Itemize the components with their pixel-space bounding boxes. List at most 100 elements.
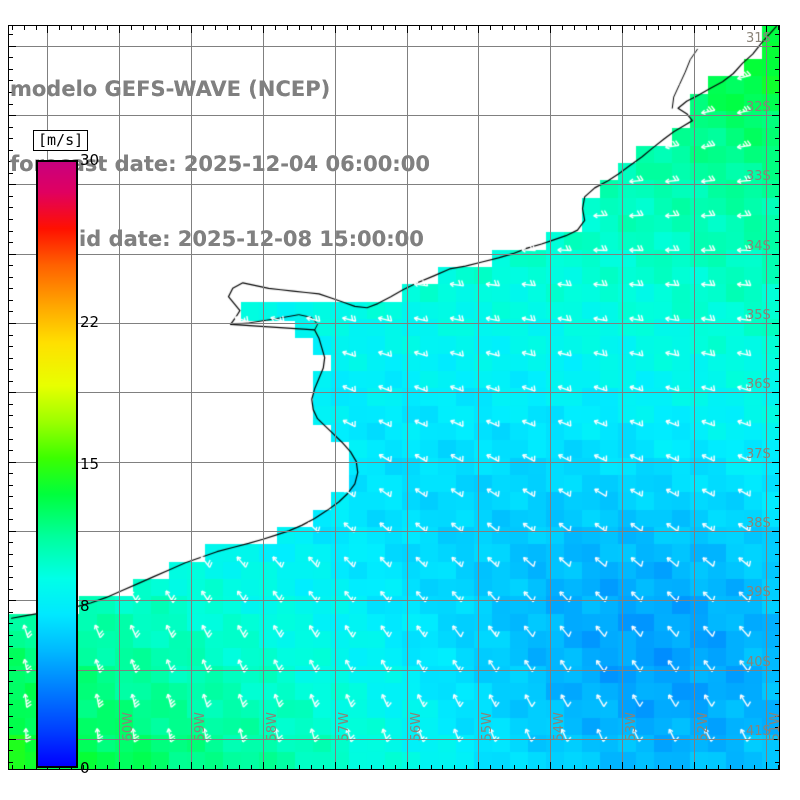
tick-top xyxy=(574,25,576,30)
tick-right xyxy=(775,450,780,452)
tick-left xyxy=(8,600,16,602)
tick-bottom xyxy=(765,762,767,770)
tick-bottom xyxy=(717,765,719,770)
tick-bottom xyxy=(11,765,13,770)
tick-top xyxy=(11,25,13,30)
tick-bottom xyxy=(645,765,647,770)
tick-top xyxy=(442,25,444,30)
tick-left xyxy=(8,392,16,394)
tick-bottom xyxy=(250,765,252,770)
tick-top xyxy=(227,25,229,30)
tick-left xyxy=(8,450,13,452)
tick-left xyxy=(8,299,13,301)
tick-bottom xyxy=(286,765,288,770)
tick-right xyxy=(775,80,780,82)
tick-bottom xyxy=(729,765,731,770)
lat-tick-label: 38S xyxy=(746,515,771,531)
tick-left xyxy=(8,103,13,105)
tick-left xyxy=(8,669,16,671)
tick-left xyxy=(8,115,16,117)
tick-right xyxy=(775,507,780,509)
tick-right xyxy=(775,554,780,555)
tick-right xyxy=(772,669,780,671)
colorbar[interactable]: [m/s] 30 22 15 8 0 xyxy=(33,130,99,777)
tick-top xyxy=(550,25,552,33)
lat-tick-label: 37S xyxy=(746,446,771,462)
tick-left xyxy=(8,577,13,579)
tick-bottom xyxy=(586,765,588,770)
tick-bottom xyxy=(430,765,432,770)
tick-top xyxy=(274,25,276,30)
tick-bottom xyxy=(538,765,540,770)
lon-tick-label: 52W xyxy=(695,712,711,742)
tick-bottom xyxy=(526,765,528,770)
tick-right xyxy=(772,738,780,740)
tick-left xyxy=(8,230,13,232)
tick-left xyxy=(8,588,13,590)
tick-right xyxy=(775,438,780,440)
tick-top xyxy=(466,25,468,30)
tick-left xyxy=(8,161,13,163)
tick-bottom xyxy=(119,762,121,770)
tick-right xyxy=(775,230,780,232)
tick-bottom xyxy=(550,762,552,770)
tick-bottom xyxy=(167,765,169,770)
lat-tick-label: 40S xyxy=(746,654,771,670)
lon-tick-label: 58W xyxy=(264,712,280,742)
tick-top xyxy=(538,25,540,30)
tick-left xyxy=(8,34,13,36)
tick-right xyxy=(772,323,780,324)
tick-left xyxy=(8,207,13,209)
tick-right xyxy=(775,242,780,244)
tick-right xyxy=(775,299,780,301)
colorbar-gradient xyxy=(36,160,78,768)
tick-bottom xyxy=(179,765,181,770)
tick-top xyxy=(598,25,600,30)
tick-right xyxy=(775,380,780,382)
tick-right xyxy=(772,392,780,394)
tick-top xyxy=(262,25,264,33)
tick-top xyxy=(657,25,659,30)
tick-left xyxy=(8,738,16,740)
tick-bottom xyxy=(215,765,217,770)
tick-right xyxy=(775,623,780,625)
tick-left xyxy=(8,91,13,93)
tick-left xyxy=(8,68,13,70)
tick-top xyxy=(693,25,695,33)
tick-top xyxy=(514,25,516,30)
tick-right xyxy=(772,45,780,47)
tick-top xyxy=(717,25,719,30)
tick-right xyxy=(775,346,780,348)
tick-top xyxy=(35,25,37,30)
tick-bottom xyxy=(753,765,755,770)
tick-top xyxy=(215,25,217,30)
tick-bottom xyxy=(107,765,109,770)
tick-top xyxy=(394,25,396,30)
tick-right xyxy=(775,611,780,613)
tick-bottom xyxy=(334,762,336,770)
tick-bottom xyxy=(370,765,372,770)
lat-tick-label: 31S xyxy=(746,30,771,46)
tick-bottom xyxy=(574,765,576,770)
tick-right xyxy=(772,253,780,255)
tick-top xyxy=(322,25,324,30)
tick-right xyxy=(775,634,780,636)
tick-left xyxy=(8,184,16,186)
tick-top xyxy=(705,25,707,30)
tick-top xyxy=(95,25,97,30)
tick-right xyxy=(775,172,780,174)
colorbar-tick-label: 15 xyxy=(80,455,100,473)
tick-left xyxy=(8,57,13,59)
tick-bottom xyxy=(442,765,444,770)
tick-left xyxy=(8,461,16,463)
tick-left xyxy=(8,426,13,428)
tick-bottom xyxy=(598,765,600,770)
lon-tick-label: 55W xyxy=(480,712,496,742)
tick-top xyxy=(203,25,205,30)
tick-left xyxy=(8,242,13,244)
tick-right xyxy=(775,415,780,417)
tick-left xyxy=(8,195,13,197)
tick-left xyxy=(8,334,13,336)
tick-right xyxy=(775,57,780,59)
title-forecast-date: forecast date: 2025-12-04 06:00:00 xyxy=(10,152,430,176)
